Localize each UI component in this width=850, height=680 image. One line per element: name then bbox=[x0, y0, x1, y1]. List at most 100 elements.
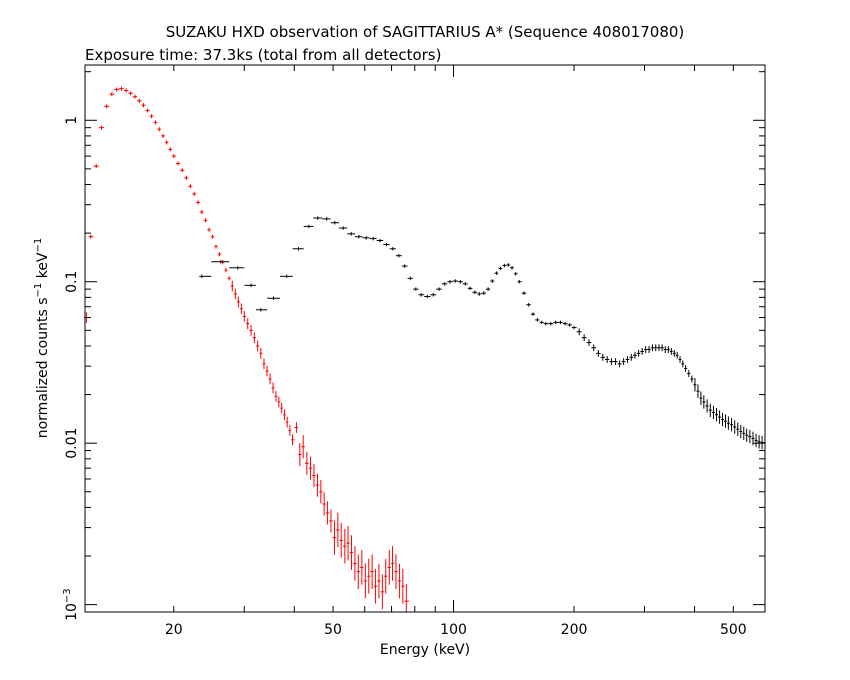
data-point bbox=[654, 344, 658, 352]
data-point bbox=[322, 217, 331, 221]
data-point bbox=[424, 294, 431, 299]
y-axis-label-sup2: −1 bbox=[33, 238, 44, 253]
y-axis-label-sup1: −1 bbox=[33, 283, 44, 298]
data-point bbox=[298, 442, 302, 467]
data-layer bbox=[83, 86, 765, 612]
data-point bbox=[760, 435, 765, 450]
x-tick-label: 20 bbox=[165, 622, 183, 638]
data-point bbox=[301, 435, 306, 459]
data-point bbox=[462, 282, 468, 286]
data-point bbox=[383, 242, 390, 247]
data-point bbox=[526, 303, 531, 307]
chart-subtitle: Exposure time: 37.3ks (total from all de… bbox=[85, 46, 441, 64]
data-point bbox=[394, 554, 398, 589]
data-point bbox=[277, 396, 281, 408]
data-point bbox=[430, 293, 437, 297]
data-point bbox=[613, 358, 618, 366]
data-point bbox=[184, 175, 189, 180]
data-point bbox=[175, 161, 181, 166]
x-tick-label: 50 bbox=[324, 622, 342, 638]
data-point bbox=[244, 283, 256, 288]
data-point bbox=[684, 365, 688, 372]
data-point bbox=[267, 296, 281, 300]
data-point bbox=[643, 346, 648, 353]
data-point bbox=[567, 323, 572, 327]
data-point bbox=[562, 321, 568, 326]
data-point bbox=[330, 220, 339, 225]
data-point bbox=[211, 259, 230, 264]
y-tick-label: 0.1 bbox=[64, 271, 80, 293]
data-point bbox=[539, 320, 544, 325]
data-point bbox=[678, 356, 682, 363]
data-point bbox=[535, 318, 540, 322]
data-point bbox=[502, 263, 507, 268]
data-point bbox=[268, 373, 272, 385]
data-point bbox=[353, 546, 357, 581]
data-point bbox=[666, 346, 670, 353]
data-point bbox=[629, 353, 634, 361]
data-point bbox=[377, 563, 381, 599]
y-tick-label: 1 bbox=[64, 116, 80, 125]
y-tick-label-sup: −3 bbox=[62, 588, 73, 603]
y-tick-label-base: 10 bbox=[64, 603, 80, 621]
data-point bbox=[259, 347, 263, 359]
data-point bbox=[265, 365, 269, 377]
data-point bbox=[636, 349, 641, 357]
data-point bbox=[224, 268, 228, 273]
data-point bbox=[214, 244, 218, 249]
data-point bbox=[376, 238, 384, 243]
data-point bbox=[312, 463, 316, 488]
data-point bbox=[690, 375, 694, 383]
y-axis-label: normalized counts s−1 keV−1 bbox=[33, 238, 51, 439]
data-point bbox=[441, 282, 448, 286]
data-point bbox=[292, 247, 304, 251]
y-tick-label: 0.01 bbox=[64, 428, 80, 459]
data-point bbox=[548, 321, 554, 326]
data-point bbox=[114, 87, 120, 92]
axis-layer: 20 50 100 200 500 1 0.1 0.01 10−3 bbox=[62, 65, 766, 638]
data-point bbox=[370, 554, 374, 589]
data-point bbox=[93, 164, 99, 169]
data-point bbox=[586, 339, 592, 346]
data-point bbox=[672, 349, 676, 357]
data-point bbox=[313, 216, 323, 220]
data-point bbox=[245, 318, 250, 330]
data-point bbox=[322, 492, 326, 516]
data-point bbox=[596, 349, 601, 357]
data-point bbox=[329, 509, 333, 533]
data-point bbox=[397, 563, 402, 599]
data-point bbox=[447, 279, 453, 284]
data-point bbox=[308, 456, 313, 480]
data-point bbox=[647, 346, 651, 353]
data-point bbox=[119, 86, 124, 91]
data-point bbox=[157, 127, 162, 132]
data-point bbox=[748, 429, 752, 444]
data-point bbox=[650, 344, 655, 352]
data-point bbox=[699, 391, 703, 405]
data-point bbox=[696, 384, 700, 398]
data-point bbox=[413, 287, 419, 291]
data-point bbox=[192, 191, 197, 196]
data-point bbox=[675, 351, 679, 359]
data-point bbox=[172, 154, 176, 159]
data-point bbox=[373, 568, 378, 604]
data-point bbox=[702, 395, 706, 409]
data-point bbox=[98, 125, 105, 130]
data-point bbox=[681, 360, 685, 368]
data-point bbox=[356, 554, 361, 589]
data-point bbox=[494, 271, 499, 275]
data-point bbox=[128, 91, 133, 96]
data-point bbox=[600, 353, 605, 361]
data-point bbox=[303, 224, 314, 229]
data-point bbox=[109, 92, 115, 97]
data-point bbox=[343, 528, 347, 564]
data-point bbox=[355, 234, 363, 239]
data-point bbox=[513, 272, 518, 276]
data-point bbox=[325, 501, 330, 525]
data-point bbox=[625, 356, 630, 363]
data-point bbox=[285, 416, 289, 428]
data-point bbox=[543, 321, 549, 326]
data-point bbox=[227, 276, 231, 281]
data-point bbox=[294, 422, 299, 433]
